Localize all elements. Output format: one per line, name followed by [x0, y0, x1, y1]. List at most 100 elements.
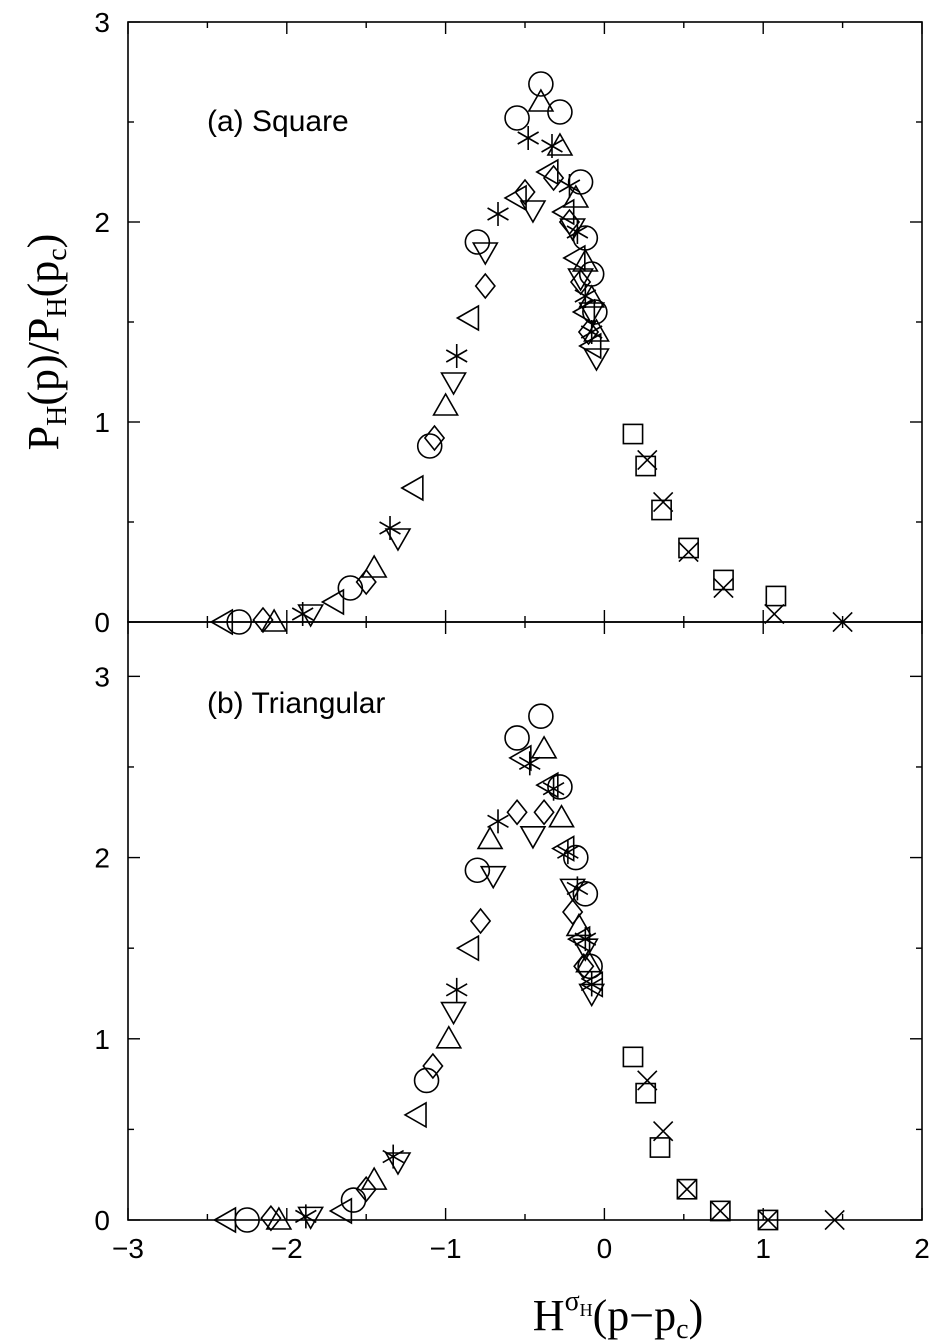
data-point-circle-triangular	[340, 1187, 367, 1213]
svg-text:HσH(p−pc): HσH(p−pc)	[533, 1286, 703, 1343]
data-point-circle-square	[504, 105, 530, 131]
y-tick-label-triangular: 1	[94, 1024, 110, 1055]
data-point-diamond-square	[514, 178, 536, 206]
data-point-diamond-square	[542, 164, 565, 192]
data-point-triangle-down-square	[471, 242, 499, 266]
data-point-cross-square	[652, 491, 674, 513]
data-point-diamond-triangular	[562, 898, 584, 926]
data-point-cross-triangular	[757, 1209, 779, 1231]
data-point-cross-triangular	[652, 1121, 674, 1142]
svg-text:PH(p)/PH(pc): PH(p)/PH(pc)	[19, 234, 73, 451]
data-point-asterisk-square	[566, 220, 589, 244]
data-point-cross-triangular	[676, 1179, 698, 1200]
panel-triangular: 0 1 2 3 −3 −2 −1 0 1 2 (b) Triangular	[94, 621, 930, 1264]
data-point-circle-triangular	[413, 1067, 440, 1094]
data-point-asterisk-triangular	[542, 776, 565, 801]
data-point-asterisk-triangular	[382, 1144, 405, 1169]
data-point-triangle-up-triangular	[548, 804, 575, 828]
data-point-circle-square	[567, 169, 594, 195]
data-point-cross-triangular	[824, 1209, 845, 1231]
y-tick-label-square: 2	[94, 207, 110, 238]
data-point-diamond-square	[558, 208, 581, 236]
data-point-triangle-left-square	[503, 184, 527, 212]
data-point-triangle-left-square	[400, 474, 424, 502]
data-point-triangle-down-square	[440, 372, 467, 396]
panel-label-square: (a) Square	[207, 105, 349, 138]
data-point-cross-square	[637, 449, 658, 471]
data-point-diamond-square	[474, 272, 496, 300]
data-point-triangle-up-square	[527, 88, 555, 112]
data-point-triangle-up-triangular	[435, 1025, 463, 1049]
data-point-circle-triangular	[504, 725, 530, 751]
data-point-triangle-left-triangular	[328, 1197, 353, 1225]
data-point-triangle-up-square	[360, 554, 388, 578]
data-point-triangle-left-triangular	[535, 771, 559, 799]
data-point-square-square	[713, 569, 734, 591]
data-point-triangle-up-triangular	[476, 825, 504, 850]
data-point-cross-triangular	[710, 1200, 731, 1222]
data-point-diamond-square	[252, 606, 274, 634]
data-point-circle-triangular	[572, 881, 599, 907]
x-tick-label: −2	[271, 1233, 303, 1264]
data-point-diamond-triangular	[260, 1204, 282, 1232]
x-tick-label: −1	[430, 1233, 462, 1264]
data-point-square-square	[678, 537, 699, 559]
data-point-asterisk-square	[558, 174, 581, 198]
data-point-triangle-left-triangular	[566, 925, 591, 953]
data-point-triangle-up-triangular	[530, 735, 558, 759]
data-point-square-triangular	[709, 1200, 731, 1222]
y-tick-label-triangular: 2	[94, 843, 110, 874]
data-point-triangle-down-square	[519, 200, 547, 224]
y-tick-label-square: 0	[94, 607, 110, 638]
data-point-diamond-triangular	[573, 953, 595, 980]
data-point-cross-triangular	[637, 1070, 658, 1091]
x-tick-label: −3	[112, 1233, 144, 1264]
data-point-circle-triangular	[528, 703, 554, 730]
x-tick-label: 2	[914, 1233, 930, 1264]
data-point-asterisk-triangular	[580, 972, 603, 997]
data-point-triangle-left-square	[571, 298, 596, 326]
data-point-circle-triangular	[563, 844, 589, 871]
x-axis-title: HσH(p−pc)	[533, 1286, 703, 1343]
data-point-circle-square	[464, 229, 491, 255]
y-axis-title: PH(p)/PH(pc)	[19, 234, 73, 451]
data-point-triangle-down-square	[583, 348, 610, 372]
data-point-triangle-left-triangular	[403, 1101, 427, 1129]
data-point-asterisk-triangular	[574, 927, 597, 952]
data-point-triangle-down-square	[578, 302, 606, 326]
data-point-asterisk-triangular	[566, 876, 589, 901]
data-point-diamond-square	[577, 318, 600, 346]
data-point-triangle-down-triangular	[519, 826, 547, 850]
data-point-triangle-down-square	[384, 528, 412, 552]
data-point-asterisk-triangular	[487, 809, 509, 834]
data-point-asterisk-square	[541, 134, 563, 158]
data-point-asterisk-triangular	[557, 840, 579, 865]
data-point-diamond-square	[423, 424, 446, 452]
data-point-triangle-left-triangular	[455, 934, 480, 962]
data-point-diamond-triangular	[469, 907, 492, 935]
data-point-asterisk-square	[379, 516, 401, 540]
data-point-cross-square	[764, 603, 785, 625]
data-point-diamond-triangular	[422, 1052, 444, 1080]
data-point-diamond-square	[355, 568, 377, 596]
data-point-triangle-down-triangular	[384, 1152, 412, 1176]
data-point-asterisk-square	[487, 202, 509, 226]
data-point-asterisk-triangular	[518, 751, 541, 776]
y-tick-label-square: 3	[94, 7, 110, 38]
panel-square: 0 1 2 3 (a) Square	[94, 7, 923, 638]
data-point-triangle-left-square	[578, 332, 602, 360]
data-point-circle-square	[528, 71, 554, 97]
y-tick-label-triangular: 0	[94, 1205, 110, 1236]
data-point-triangle-left-square	[455, 304, 480, 332]
data-point-triangle-left-square	[535, 158, 559, 186]
data-point-asterisk-square	[517, 126, 540, 150]
data-point-triangle-left-triangular	[212, 1206, 237, 1234]
data-point-triangle-left-square	[562, 244, 586, 272]
data-point-asterisk-triangular	[295, 1204, 317, 1229]
data-point-square-square	[765, 585, 787, 607]
data-point-circle-triangular	[547, 774, 573, 800]
data-point-triangle-down-triangular	[440, 1001, 467, 1026]
panel-label-triangular: (b) Triangular	[207, 687, 385, 720]
data-point-square-triangular	[622, 1046, 644, 1068]
